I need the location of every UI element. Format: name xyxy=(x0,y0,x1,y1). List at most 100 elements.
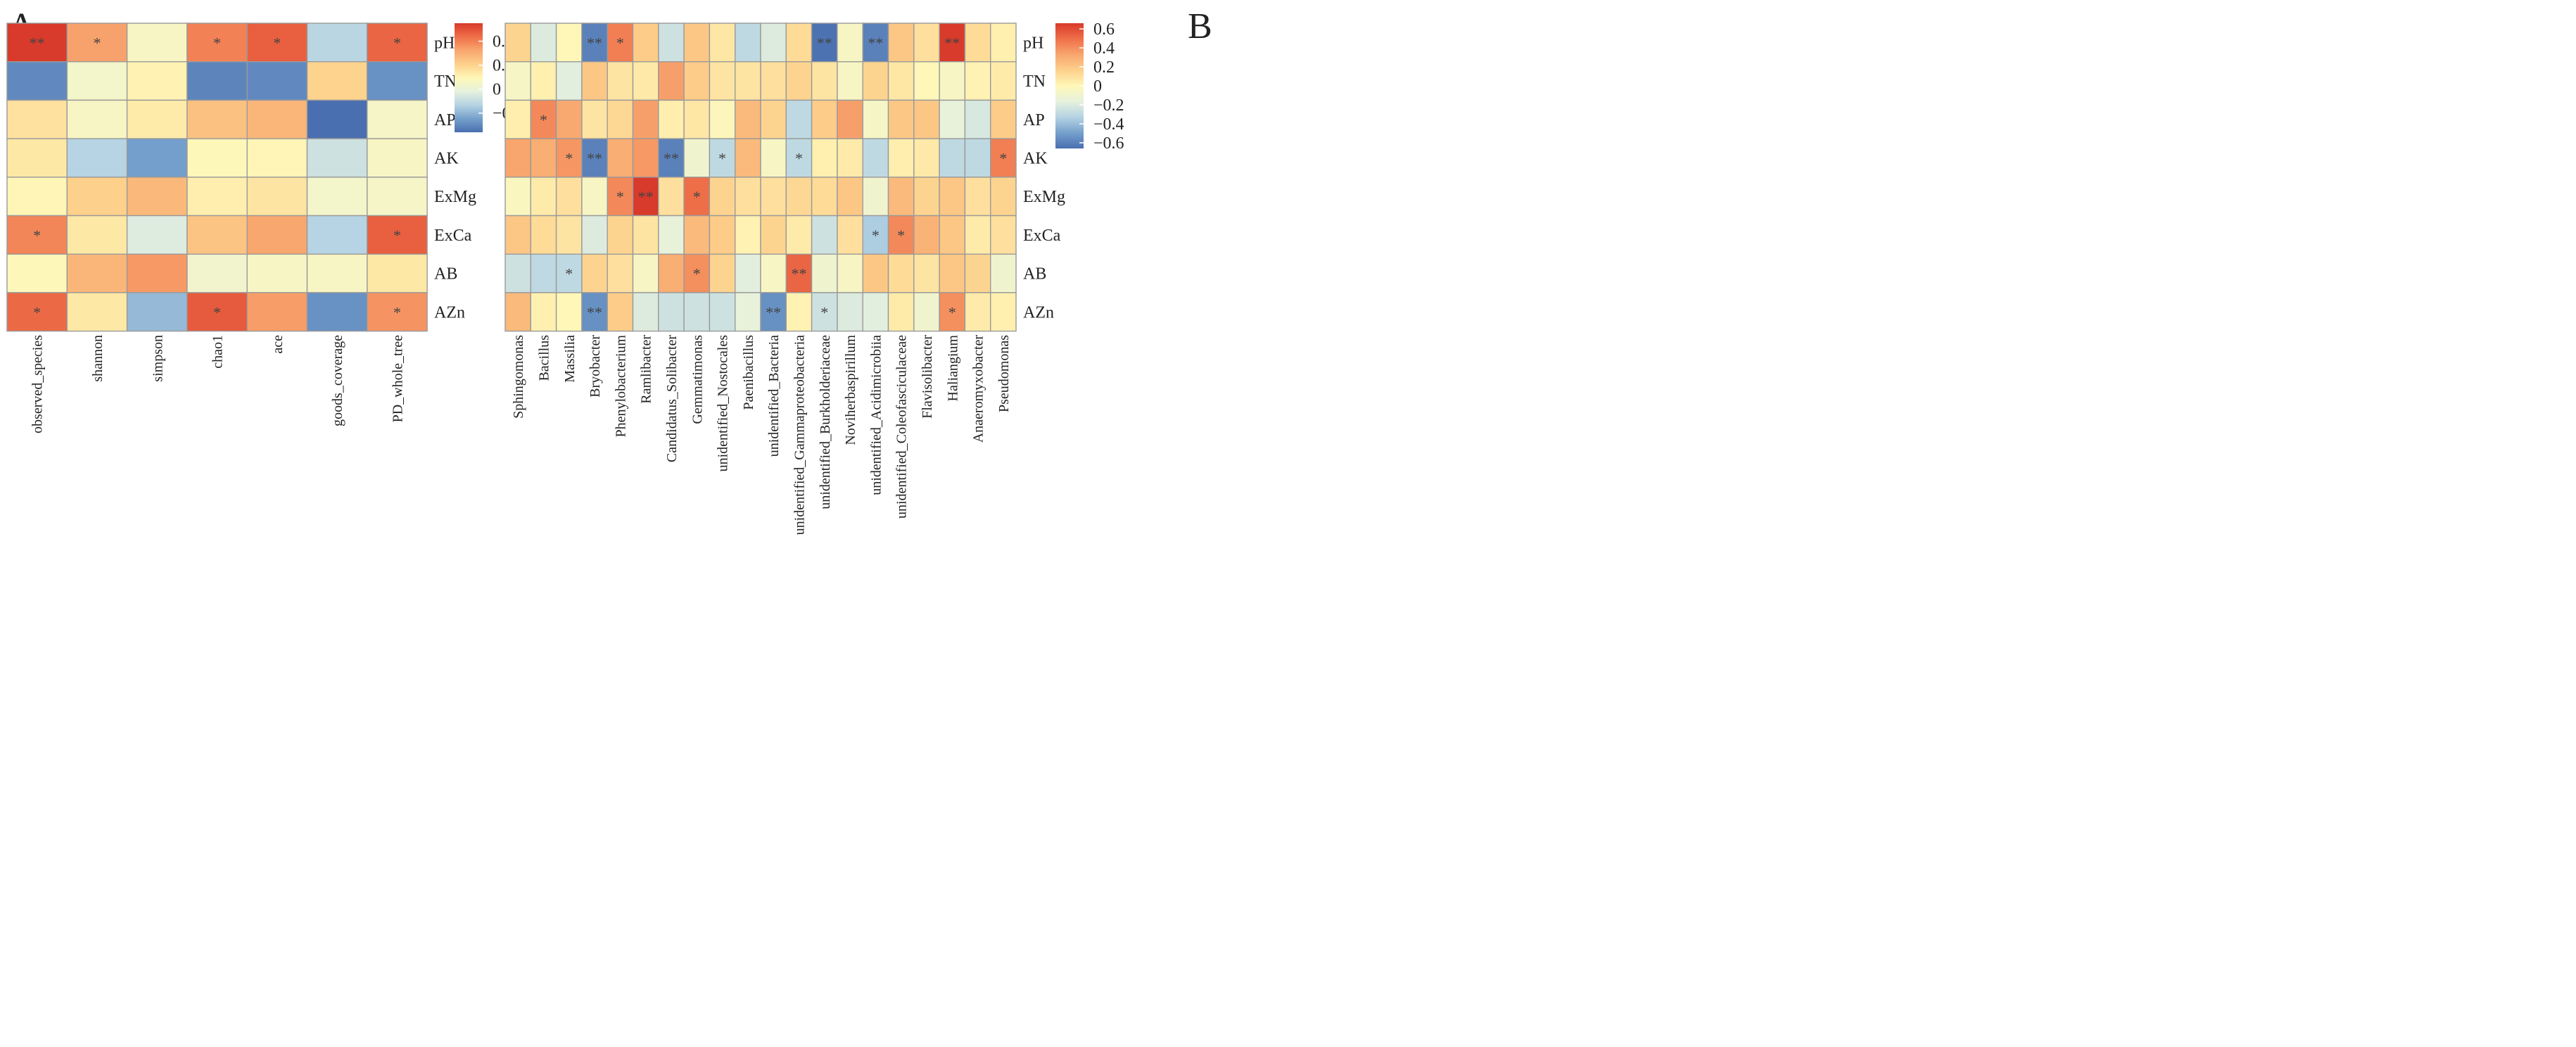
heatmap-cell xyxy=(683,61,711,101)
heatmap-cell xyxy=(581,177,608,217)
column-label: unidentified_Acidimicrobiia xyxy=(868,335,884,495)
significance-marker: ** xyxy=(766,303,781,321)
colorbar-tick-label: 0 xyxy=(1093,77,1102,96)
row-label: TN xyxy=(434,72,457,91)
significance-marker: ** xyxy=(791,265,806,283)
significance-marker: ** xyxy=(817,34,832,51)
heatmap-cell xyxy=(760,292,787,332)
heatmap-cell xyxy=(887,61,915,101)
heatmap-cell xyxy=(709,61,736,101)
heatmap-cell xyxy=(306,61,368,101)
colorbar-tick-label: 0 xyxy=(493,81,501,99)
significance-marker: * xyxy=(33,303,41,321)
row-label: ExMg xyxy=(434,188,476,206)
significance-marker: * xyxy=(540,111,547,129)
heatmap-cell xyxy=(367,99,428,139)
heatmap-cell xyxy=(734,215,761,255)
heatmap-cell xyxy=(126,23,188,63)
column-label: chao1 xyxy=(210,335,226,369)
heatmap-cell xyxy=(964,177,991,217)
heatmap-cell xyxy=(939,253,966,293)
heatmap-cell xyxy=(862,61,889,101)
heatmap-cell xyxy=(126,253,188,293)
heatmap-cell xyxy=(658,23,685,63)
heatmap-cell xyxy=(632,99,659,139)
heatmap-cell xyxy=(607,253,634,293)
heatmap-cell xyxy=(530,177,557,217)
colorbar-tick-label: −0.6 xyxy=(1093,134,1124,153)
heatmap-cell xyxy=(607,292,634,332)
significance-marker: ** xyxy=(30,34,45,51)
column-label: unidentified_Burkholderiaceae xyxy=(818,335,833,509)
heatmap-cell xyxy=(6,177,68,217)
heatmap-cell xyxy=(581,253,608,293)
column-label: Paenibacillus xyxy=(741,335,756,410)
heatmap-cell xyxy=(632,23,659,63)
heatmap-cell xyxy=(126,292,188,332)
heatmap-b-column-labels: Sphingomonas Bacillus Massilia Bryobacter Ph… xyxy=(511,335,1012,535)
heatmap-cell xyxy=(837,138,863,178)
significance-marker: * xyxy=(616,188,624,205)
heatmap-cell xyxy=(785,177,813,217)
heatmap-cell xyxy=(887,253,915,293)
column-label: Pseudomonas xyxy=(996,335,1012,412)
heatmap-cell xyxy=(989,292,1017,332)
column-label: Ramlibacter xyxy=(639,335,654,404)
heatmap-cell xyxy=(186,253,248,293)
column-label: goods_coverage xyxy=(330,335,345,426)
heatmap-cell xyxy=(837,177,863,217)
heatmap-cell xyxy=(683,138,711,178)
significance-marker: * xyxy=(872,227,880,244)
heatmap-cell xyxy=(734,292,761,332)
heatmap-cell xyxy=(126,61,188,101)
heatmap-cell xyxy=(367,215,428,255)
heatmap-cell xyxy=(6,138,68,178)
row-label: AZn xyxy=(1023,303,1054,322)
heatmap-cell xyxy=(306,215,368,255)
heatmap-cell xyxy=(887,292,915,332)
column-label: Haliangium xyxy=(945,335,960,402)
heatmap-cell xyxy=(530,138,557,178)
heatmap-cell xyxy=(785,215,813,255)
heatmap-cell xyxy=(186,215,248,255)
column-label: Candidatus_Solibacter xyxy=(664,335,680,462)
colorbar-b: 0.60.40.20−0.2−0.4−0.6 xyxy=(1055,20,1124,153)
heatmap-cell xyxy=(989,99,1017,139)
heatmap-cell xyxy=(126,99,188,139)
heatmap-cell xyxy=(66,61,128,101)
heatmap-cell xyxy=(785,61,813,101)
heatmap-cell xyxy=(6,23,68,63)
colorbar-tick-label: −0.4 xyxy=(1093,115,1124,134)
heatmap-cell xyxy=(709,23,736,63)
heatmap-cell xyxy=(505,215,531,255)
heatmap-cell xyxy=(246,215,308,255)
heatmap-cell xyxy=(811,215,838,255)
heatmap-cell xyxy=(913,23,940,63)
row-label: AK xyxy=(434,149,459,167)
heatmap-cell xyxy=(658,99,685,139)
heatmap-cell xyxy=(939,138,966,178)
heatmap-cell xyxy=(785,23,813,63)
heatmap-cell xyxy=(862,99,889,139)
heatmap-cell xyxy=(709,138,736,178)
column-label: simpson xyxy=(150,335,165,382)
column-label: Flavisolibacter xyxy=(920,335,935,419)
heatmap-cell xyxy=(530,292,557,332)
heatmap-cell xyxy=(607,99,634,139)
row-label: ExCa xyxy=(1023,227,1061,245)
heatmap-cell xyxy=(505,138,531,178)
column-label: Phenylobacterium xyxy=(613,335,628,438)
heatmap-cell xyxy=(555,253,583,293)
significance-marker: ** xyxy=(944,34,960,51)
heatmap-a-row-labels: pH TN AP AK ExMg ExCa AB AZn xyxy=(434,34,476,322)
heatmap-cell xyxy=(66,99,128,139)
heatmap-cell xyxy=(367,292,428,332)
column-label: unidentified_Coleofasciculaceae xyxy=(894,335,910,519)
heatmap-cell xyxy=(964,253,991,293)
heatmap-cell xyxy=(367,177,428,217)
column-label: Massilia xyxy=(562,335,578,383)
heatmap-cell xyxy=(760,138,787,178)
heatmap-cell xyxy=(186,23,248,63)
heatmap-cell xyxy=(66,23,128,63)
heatmap-cell xyxy=(760,253,787,293)
